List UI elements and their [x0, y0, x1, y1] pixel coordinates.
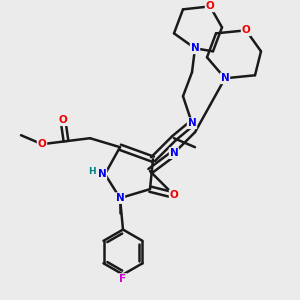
Text: O: O [58, 115, 68, 125]
Text: O: O [242, 25, 250, 35]
Text: N: N [188, 118, 196, 128]
Text: H: H [88, 167, 95, 176]
Text: N: N [190, 43, 200, 53]
Text: N: N [116, 193, 124, 203]
Text: O: O [38, 139, 46, 149]
Text: O: O [169, 190, 178, 200]
Text: N: N [169, 148, 178, 158]
Text: N: N [220, 73, 230, 83]
Text: O: O [206, 2, 214, 11]
Text: F: F [119, 274, 127, 284]
Text: N: N [98, 169, 106, 179]
